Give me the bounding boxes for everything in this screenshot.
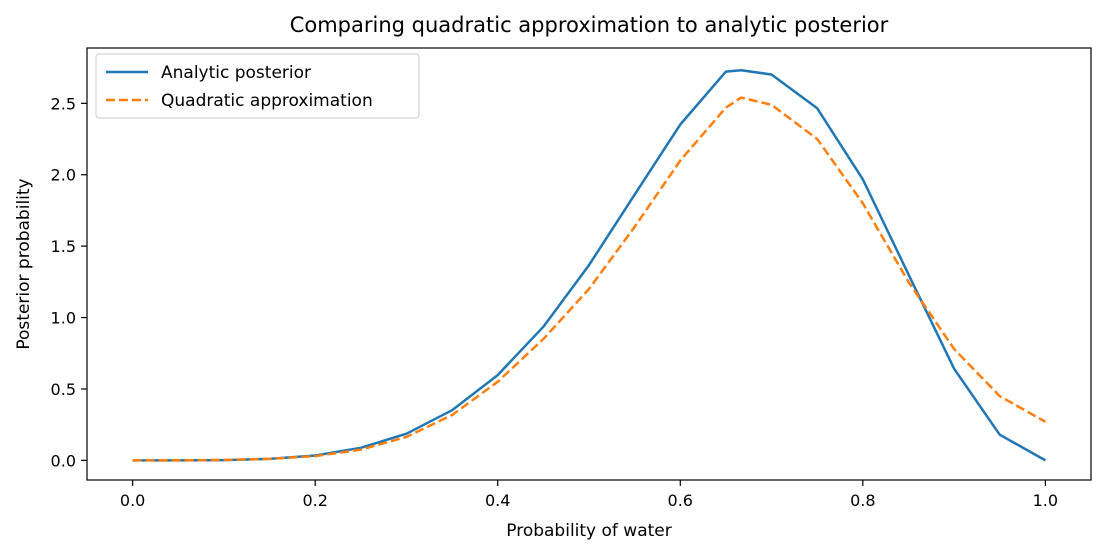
y-tick-label: 2.5 [51,94,76,113]
series-line-quadratic [132,96,1047,462]
y-tick-label: 1.5 [51,237,76,256]
y-tick-label: 1.0 [51,309,76,328]
series-line-analytic [132,69,1047,462]
x-tick-label: 0.4 [485,491,510,510]
legend-frame [95,53,420,119]
y-tick-label: 0.5 [51,380,76,399]
chart-title: Comparing quadratic approximation to ana… [290,13,889,37]
y-tick-label: 0.0 [51,451,76,470]
x-axis-label: Probability of water [506,521,672,541]
x-tick-label: 1.0 [1033,491,1058,510]
legend-label-analytic: Analytic posterior [161,63,311,83]
plot-area: 0.0 0.2 0.4 0.6 0.8 1.0 0.0 0.5 1.0 1.5 2.0 2.5 [51,47,1092,510]
axes-frame [86,47,1092,481]
x-tick-label: 0.8 [850,491,875,510]
x-tick-label: 0.0 [120,491,145,510]
x-tick-label: 0.6 [668,491,693,510]
legend-label-quadratic: Quadratic approximation [161,91,373,111]
y-axis-label: Posterior probability [14,178,34,349]
legend: Analytic posterior Quadratic approximati… [95,53,420,119]
y-tick-label: 2.0 [51,166,76,185]
x-tick-label: 0.2 [302,491,327,510]
